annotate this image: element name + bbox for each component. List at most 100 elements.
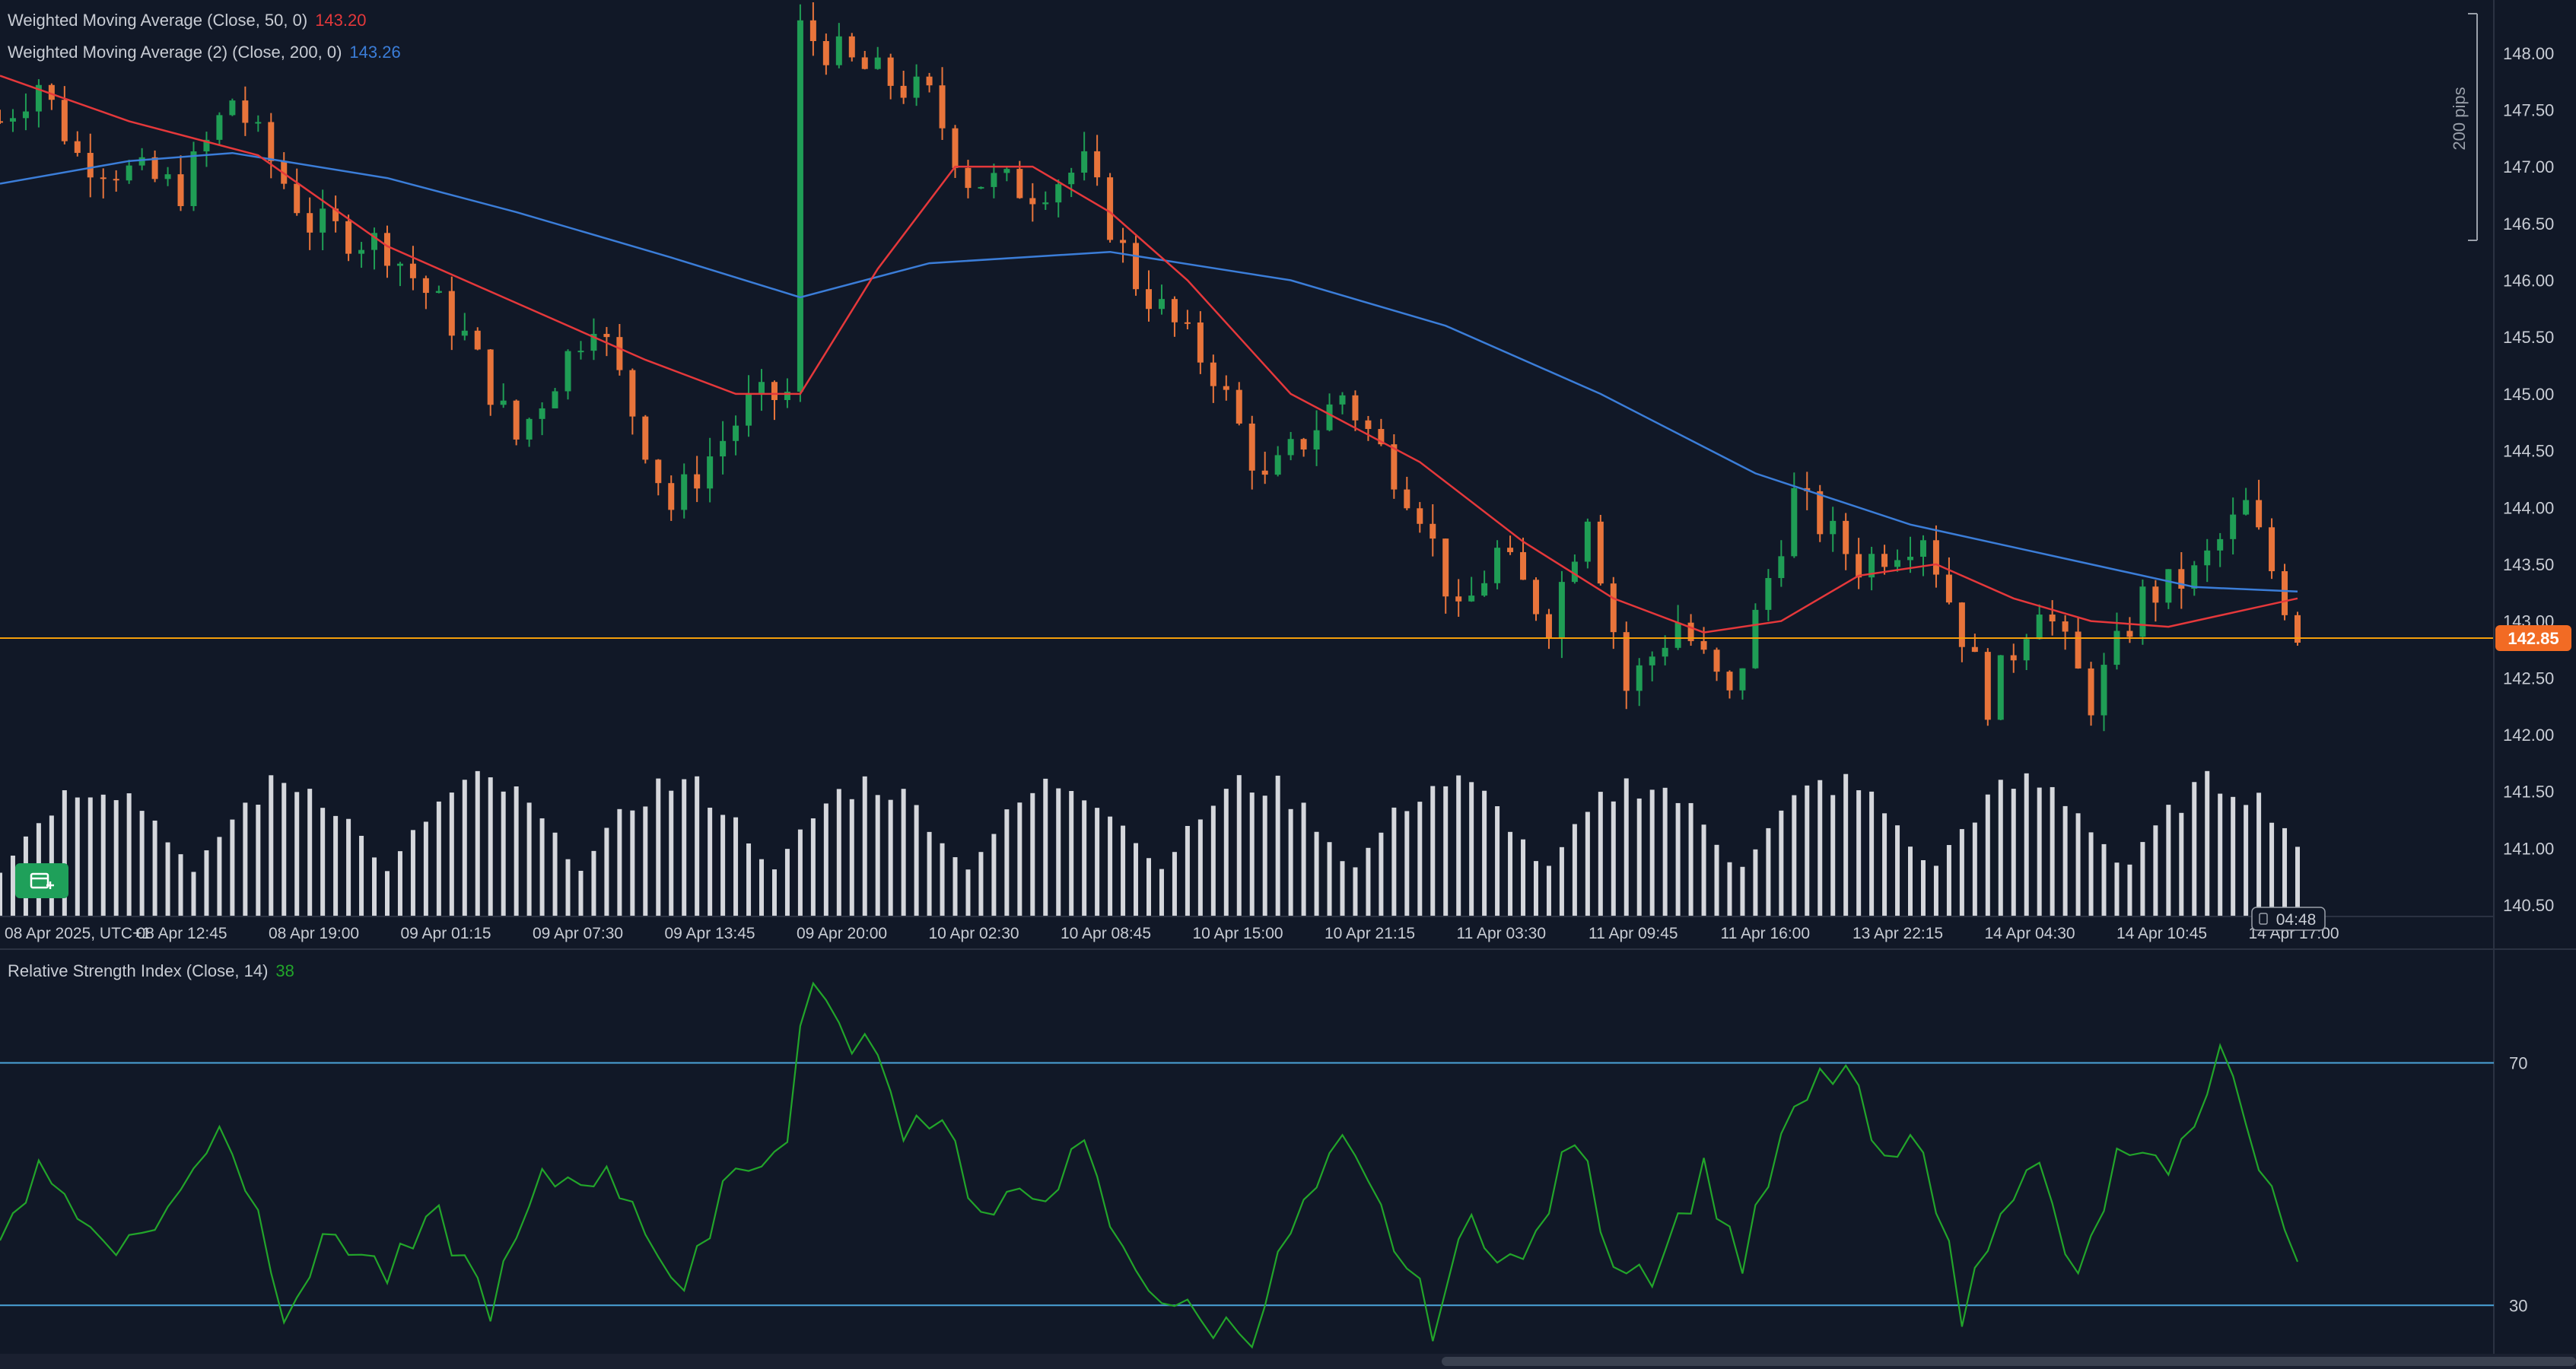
volume-bar [991, 834, 997, 916]
candle-body [848, 36, 855, 58]
clock-icon [2259, 913, 2268, 925]
candle-body [1713, 650, 1720, 672]
volume-bar [2231, 796, 2236, 916]
volume-bar [1379, 832, 1384, 916]
candle-body [177, 174, 184, 206]
candle-body [2269, 527, 2275, 572]
candle [1494, 540, 1501, 589]
volume-bar [1056, 788, 1061, 916]
candle-body [758, 382, 765, 394]
volume-bar [165, 842, 170, 916]
volume-bar [1404, 811, 1410, 916]
volume-bar [1985, 794, 1990, 916]
measure-bracket[interactable]: 200 pips [2450, 13, 2478, 241]
volume-bar [1856, 790, 1862, 916]
volume-bar [1908, 846, 1913, 916]
candle-body [1610, 583, 1617, 633]
price-tick-label: 142.50 [2503, 669, 2554, 688]
candle [100, 168, 107, 199]
volume-bar [1197, 819, 1203, 916]
volume-bar [1636, 798, 1642, 916]
candle [952, 125, 959, 178]
candle [255, 115, 262, 132]
candle [2256, 479, 2263, 530]
rsi-legend[interactable]: Relative Strength Index (Close, 14) 38 [8, 961, 294, 981]
candle-body [2075, 631, 2081, 669]
candle [2282, 564, 2288, 621]
candle-body [577, 351, 584, 353]
candle [126, 160, 132, 184]
candle [978, 186, 984, 189]
volume-bar [1391, 807, 1397, 916]
wma50-legend[interactable]: Weighted Moving Average (Close, 50, 0) 14… [8, 11, 366, 30]
candle [1856, 538, 1862, 589]
volume-bar [488, 777, 493, 916]
price-tick-label: 147.50 [2503, 100, 2554, 119]
candle-body [151, 157, 158, 179]
price-axis[interactable]: 148.00 147.50 147.00 146.50 146.00 145.50 145.… [2503, 44, 2554, 915]
volume-bar [1082, 800, 1087, 916]
candle [1752, 603, 1759, 669]
volume-bar [2269, 822, 2275, 916]
volume-bar [669, 790, 674, 916]
candle [1636, 658, 1643, 707]
volume-bar [2037, 787, 2042, 916]
volume-bar [2179, 812, 2184, 916]
wma200-legend[interactable]: Weighted Moving Average (2) (Close, 200,… [8, 43, 401, 62]
candle [1610, 577, 1617, 650]
candle-body [1016, 169, 1023, 199]
volume-bar [1972, 822, 1977, 916]
candle [22, 93, 29, 131]
candle [758, 369, 765, 411]
candle-body [1081, 151, 1088, 173]
candle-body [1597, 521, 1604, 584]
candle [1223, 375, 1229, 401]
volume-bar [2127, 864, 2132, 916]
volume-bar [1366, 847, 1371, 916]
candle [655, 459, 662, 496]
volume-bar [2244, 805, 2249, 916]
candle-body [1055, 184, 1062, 203]
candle-body [1778, 556, 1785, 579]
scrollbar-thumb[interactable] [1442, 1357, 2576, 1366]
candle-body [2282, 571, 2288, 615]
candle-body [965, 167, 972, 189]
candle [1365, 415, 1372, 441]
candle [1830, 507, 1837, 552]
volume-bar [126, 793, 132, 916]
candle-body [1404, 489, 1410, 509]
candle-body [771, 382, 778, 400]
time-tick-label: 10 Apr 02:30 [929, 925, 1019, 942]
candle [1094, 135, 1101, 186]
volume-bar [2114, 862, 2120, 916]
candle-body [1507, 548, 1514, 552]
candle-body [1287, 439, 1294, 456]
volume-bar [1675, 802, 1681, 916]
volume-bar [784, 849, 790, 916]
candle [422, 275, 429, 310]
candle-body [2101, 665, 2107, 716]
candle-body [422, 278, 429, 294]
volume-bar [1533, 861, 1538, 916]
candle [1649, 651, 1655, 681]
candle-body [1339, 395, 1346, 405]
candle [939, 67, 946, 140]
time-axis[interactable]: 08 Apr 2025, UTC+108 Apr 12:45 08 Apr 19:… [5, 925, 2339, 942]
candle [874, 46, 881, 70]
candle-body [9, 118, 16, 122]
volume-bar [281, 783, 287, 916]
go-to-realtime-button[interactable] [15, 863, 68, 898]
candle-body [126, 165, 132, 181]
candle-body [48, 84, 55, 100]
candle-body [1971, 646, 1978, 653]
candle [1042, 191, 1049, 210]
candle [1739, 668, 1746, 700]
candle [2023, 634, 2030, 671]
wma50-legend-value: 143.20 [315, 11, 367, 30]
volume-bar [901, 789, 906, 916]
calendar-plus-icon [30, 872, 54, 889]
candle [9, 109, 16, 132]
candle-body [1042, 202, 1049, 205]
candle-body [1481, 583, 1488, 596]
